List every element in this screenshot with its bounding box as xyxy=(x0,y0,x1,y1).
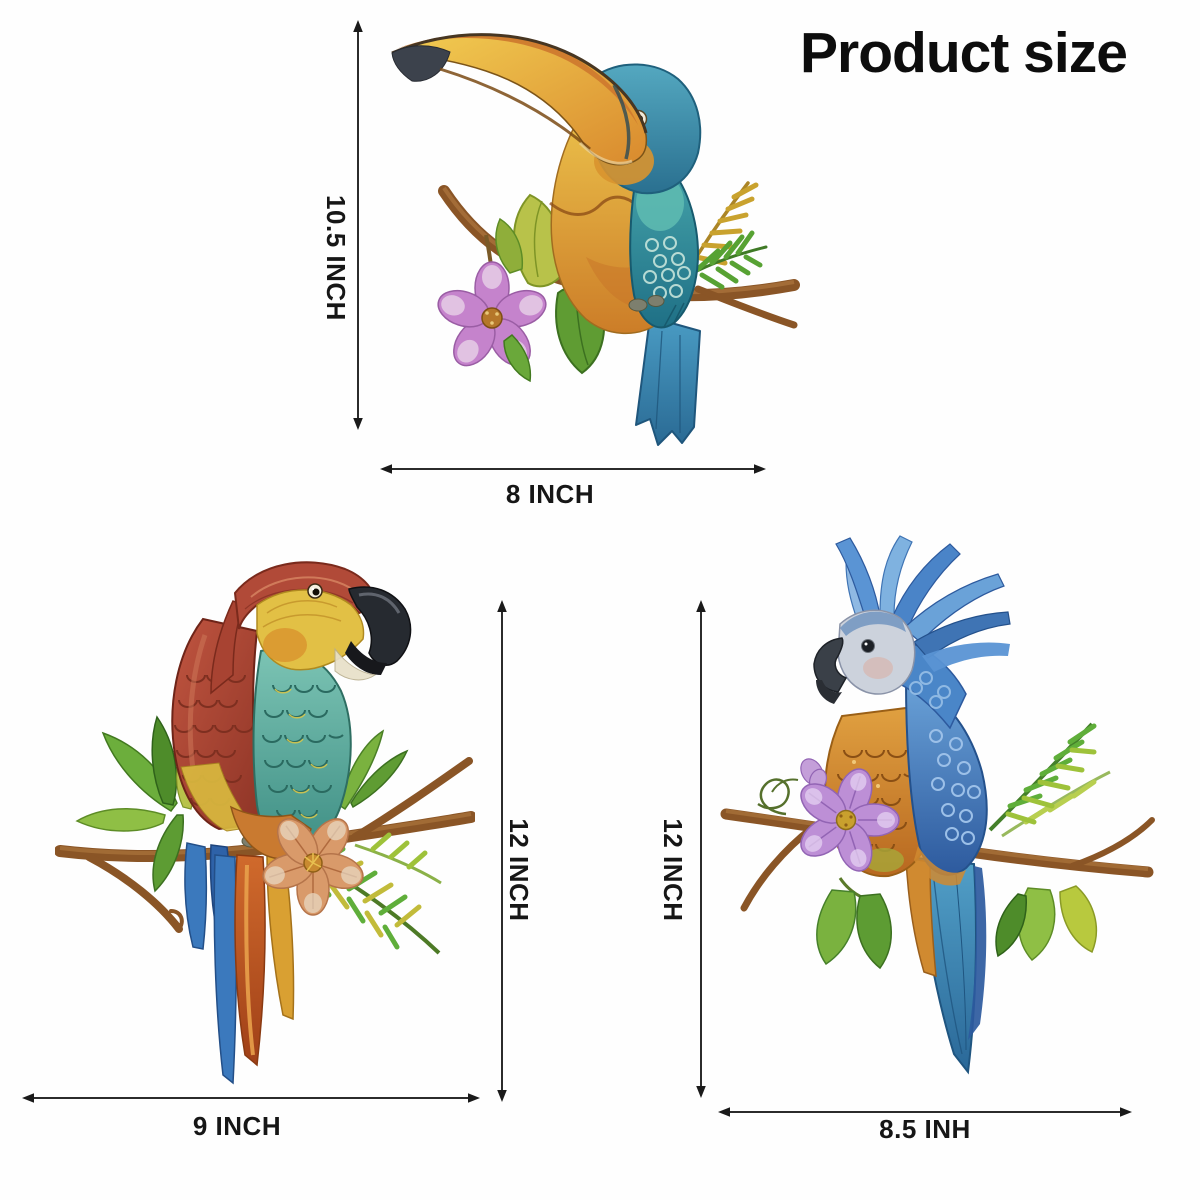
cockatoo-figure xyxy=(720,535,1155,1075)
toucan-height-label: 10.5 INCH xyxy=(321,195,351,321)
toucan-width-arrow xyxy=(380,464,766,474)
toucan-width-label: 8 INCH xyxy=(505,479,595,509)
cockatoo-height-label: 12 INCH xyxy=(658,818,688,922)
macaw-figure xyxy=(55,561,475,1085)
toucan-figure xyxy=(391,33,800,446)
macaw-width-label: 9 INCH xyxy=(192,1111,282,1141)
toucan-height-arrow xyxy=(353,20,363,430)
macaw-width-arrow xyxy=(22,1093,480,1103)
cockatoo-height-arrow xyxy=(696,600,706,1098)
cockatoo-width-label: 8.5 INH xyxy=(879,1114,971,1144)
macaw-height-arrow xyxy=(497,600,507,1102)
cockatoo-width-arrow xyxy=(718,1107,1132,1117)
macaw-height-label: 12 INCH xyxy=(504,818,534,922)
page-title: Product size xyxy=(800,21,1128,85)
